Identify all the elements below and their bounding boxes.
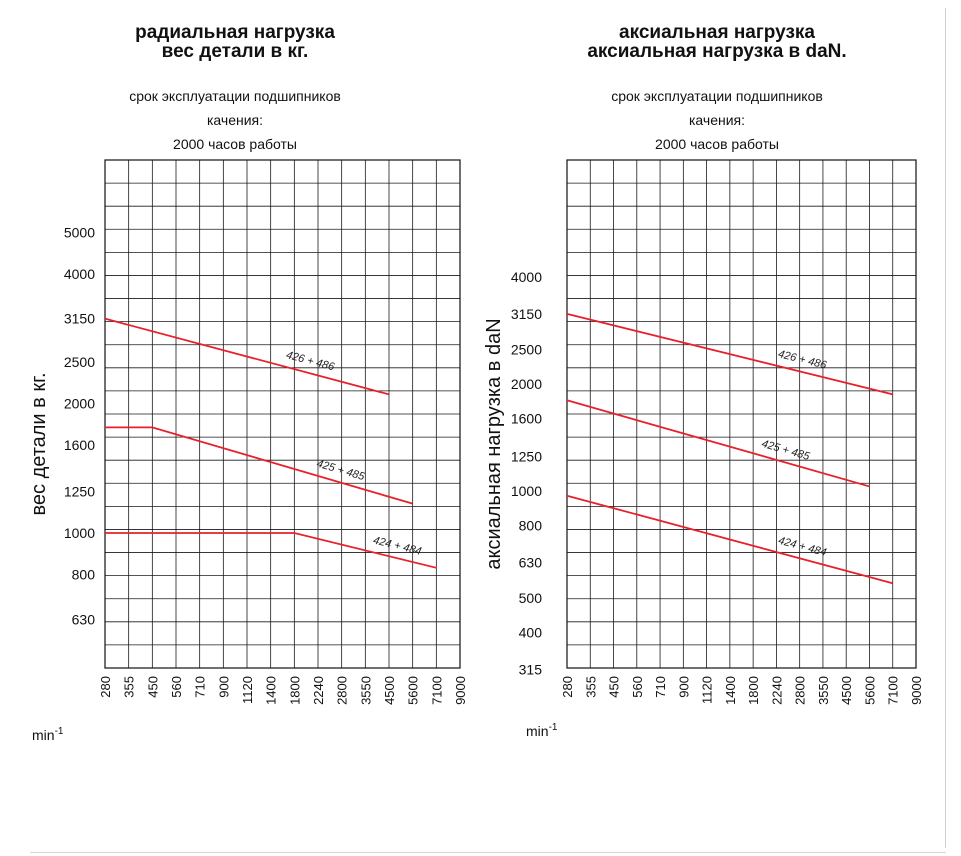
x-axis-unit-label: min-1 [32, 726, 64, 743]
y-tick-label: 2500 [64, 354, 95, 370]
y-tick-label: 3150 [511, 306, 542, 322]
x-tick-label: 355 [583, 676, 598, 698]
y-tick-label: 400 [519, 624, 543, 640]
x-tick-label: 1400 [723, 676, 738, 705]
x-tick-label: 1800 [746, 676, 761, 705]
y-axis-label: аксиальная нагрузка в daN [483, 318, 505, 569]
y-tick-label: 2000 [511, 376, 542, 392]
x-tick-label: 4500 [839, 676, 854, 705]
x-tick-label: 3550 [816, 676, 831, 705]
x-tick-label: 1400 [264, 676, 279, 705]
service-life-note-line-1: срок эксплуатации подшипников [611, 88, 823, 104]
series-line [566, 399, 870, 488]
series-label: 425 + 485 [315, 458, 366, 484]
series-label: 425 + 485 [760, 438, 811, 463]
y-tick-label: 1600 [64, 437, 95, 453]
service-life-note-line-1: срок эксплуатации подшипников [129, 88, 341, 104]
y-tick-label: 2500 [511, 342, 542, 358]
y-tick-label: 3150 [64, 311, 95, 327]
chart-title: аксиальная нагрузка [619, 22, 815, 43]
x-tick-label: 9000 [909, 676, 924, 705]
y-tick-label: 1600 [511, 410, 542, 426]
axial-load-panel: аксиальная нагрузка аксиальная нагрузка … [470, 0, 940, 760]
frame-right-border [945, 8, 946, 848]
service-life-note-line-3: 2000 часов работы [173, 136, 297, 152]
x-tick-label: 3550 [358, 676, 373, 705]
series-label: 426 + 486 [285, 349, 337, 374]
chart-subtitle: аксиальная нагрузка в daN. [587, 41, 847, 62]
x-tick-label: 355 [122, 676, 137, 698]
y-tick-label: 4000 [64, 266, 95, 282]
x-tick-label: 710 [653, 676, 668, 698]
y-tick-label: 500 [519, 590, 543, 606]
y-tick-label: 1000 [511, 483, 542, 499]
service-life-note-line-2: качения: [206, 112, 263, 128]
y-tick-label: 800 [72, 567, 96, 583]
radial-load-panel: радиальная нагрузка вес детали в кг. сро… [0, 0, 470, 760]
y-tick-label: 4000 [511, 269, 542, 285]
x-tick-label: 4500 [382, 676, 397, 705]
series-line [566, 313, 893, 396]
plot-grid [104, 159, 461, 669]
x-tick-label: 5600 [406, 676, 421, 705]
service-life-note-line-2: качения: [688, 112, 745, 128]
frame-bottom-border [30, 852, 946, 853]
x-tick-label: 710 [193, 676, 208, 698]
y-tick-label: 630 [519, 554, 543, 570]
chart-subtitle: вес детали в кг. [161, 41, 309, 62]
plot-frame [104, 159, 461, 669]
x-tick-label: 5600 [862, 676, 877, 705]
chart-title: радиальная нагрузка [135, 22, 335, 43]
x-tick-label: 2800 [335, 676, 350, 705]
y-tick-label: 5000 [64, 224, 95, 240]
x-tick-label: 2240 [311, 676, 326, 705]
x-tick-label: 1120 [240, 676, 255, 704]
y-tick-label: 630 [72, 611, 96, 627]
y-tick-label: 315 [519, 661, 543, 677]
x-tick-label: 450 [145, 676, 160, 698]
y-tick-label: 1250 [511, 449, 542, 465]
plot-frame [566, 159, 917, 669]
x-tick-label: 560 [169, 676, 184, 698]
x-tick-label: 280 [560, 676, 575, 698]
series-label: 424 + 484 [777, 535, 828, 559]
x-tick-label: 1800 [287, 676, 302, 705]
x-tick-label: 2800 [793, 676, 808, 705]
radial-load-chart: 280 355 450 560 710 900 1120 1400 1800 2240 2800 35… [28, 159, 468, 743]
axial-load-chart: 280 355 450 560 710 900 1120 1400 1800 2240 2800 35… [483, 159, 924, 739]
series-line [105, 426, 413, 505]
x-tick-label: 2240 [769, 676, 784, 705]
y-tick-label: 2000 [64, 396, 95, 412]
x-tick-label: 7100 [429, 676, 444, 705]
x-tick-label: 560 [630, 676, 645, 698]
y-tick-label: 1250 [64, 483, 95, 499]
x-tick-label: 280 [98, 676, 113, 698]
y-axis-label: вес детали в кг. [28, 372, 50, 515]
x-tick-label: 1120 [700, 676, 715, 704]
y-tick-label: 800 [519, 517, 543, 533]
x-tick-label: 900 [676, 676, 691, 698]
service-life-note-line-3: 2000 часов работы [655, 136, 779, 152]
x-axis-unit-label: min-1 [526, 722, 558, 739]
series-line [566, 494, 893, 585]
x-tick-label: 7100 [886, 676, 901, 705]
y-tick-label: 1000 [64, 525, 95, 541]
x-tick-label: 900 [216, 676, 231, 698]
series-line [104, 317, 390, 396]
series-line [105, 532, 437, 569]
x-tick-label: 9000 [453, 676, 468, 705]
plot-grid [566, 159, 917, 669]
x-tick-label: 450 [607, 676, 622, 698]
